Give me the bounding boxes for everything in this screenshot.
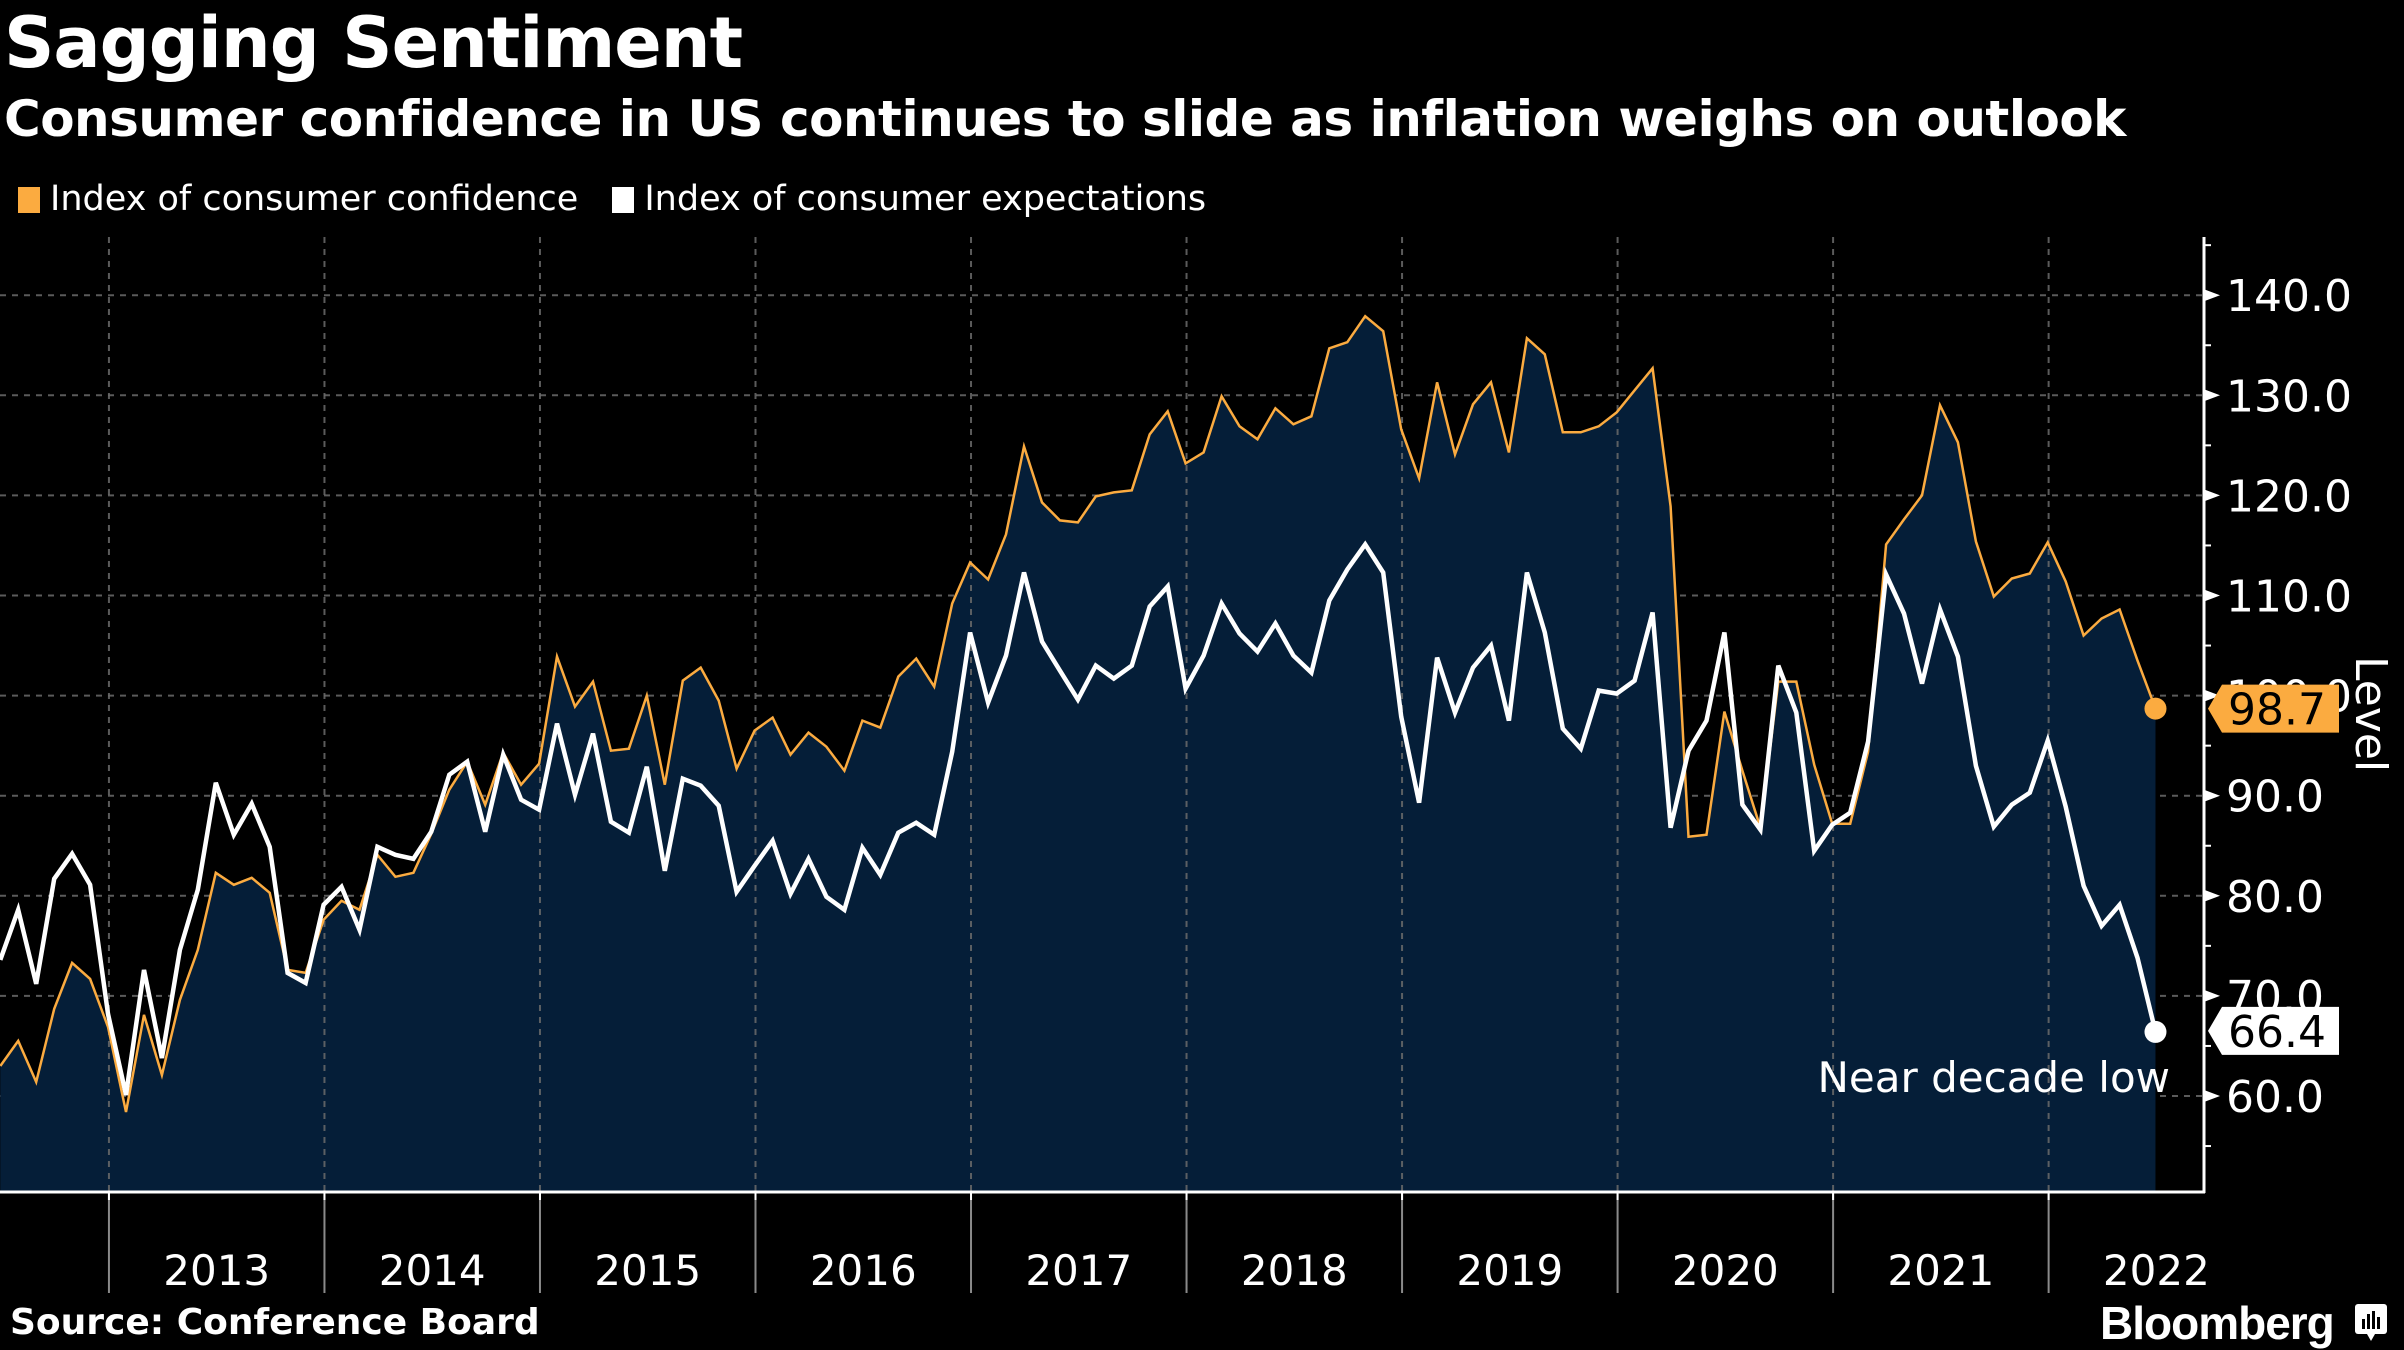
chart-title: Sagging Sentiment <box>4 2 743 84</box>
x-tick-label: 2017 <box>1025 1246 1132 1295</box>
annotation-near-decade-low: Near decade low <box>1817 1053 2170 1102</box>
x-tick-label: 2013 <box>163 1246 270 1295</box>
y-tick-label: 80.0 <box>2226 872 2324 923</box>
legend-item-expectations: Index of consumer expectations <box>612 182 1206 217</box>
y-tick-label: 140.0 <box>2226 271 2352 322</box>
x-tick-label: 2021 <box>1887 1246 1994 1295</box>
x-tick-labels: 2013 2014 2015 2016 2017 2018 2019 2020 2021 2022 <box>163 1246 2210 1295</box>
bloomberg-chart-icon <box>2354 1304 2387 1341</box>
expectations-callout-label: 66.4 <box>2228 1007 2326 1058</box>
bloomberg-wordmark: Bloomberg <box>2100 1297 2335 1349</box>
x-tick-label: 2020 <box>1672 1246 1779 1295</box>
value-callouts: 98.7 66.4 <box>2208 684 2339 1058</box>
x-tick-label: 2019 <box>1456 1246 1563 1295</box>
legend-swatch-confidence <box>18 186 40 213</box>
x-tick-label: 2016 <box>810 1246 917 1295</box>
end-markers <box>2144 697 2167 1043</box>
chart-subtitle: Consumer confidence in US continues to s… <box>4 90 2126 148</box>
y-tick-pointer <box>2204 589 2220 602</box>
confidence-line <box>0 314 2157 1113</box>
y-tick-pointer <box>2204 1090 2220 1102</box>
legend-item-confidence: Index of consumer confidence <box>18 182 578 217</box>
y-tick-label: 120.0 <box>2226 471 2352 522</box>
confidence-callout-box <box>2208 684 2339 733</box>
confidence-end-marker <box>2144 697 2167 720</box>
legend-label-expectations: Index of consumer expectations <box>644 179 1207 219</box>
legend-swatch-expectations <box>612 186 635 213</box>
x-tick-label: 2015 <box>594 1246 701 1295</box>
bloomberg-brand: Bloomberg <box>2100 1296 2388 1350</box>
y-tick-label: 130.0 <box>2226 371 2352 422</box>
y-tick-pointer <box>2204 689 2220 702</box>
y-tick-pointer <box>2204 289 2220 302</box>
y-tick-label: 90.0 <box>2226 772 2324 823</box>
axes <box>0 237 2220 1293</box>
confidence-callout-label: 98.7 <box>2228 685 2326 736</box>
x-tick-label: 2014 <box>379 1246 486 1295</box>
source-note: Source: Conference Board <box>10 1302 540 1343</box>
y-tick-pointer <box>2204 489 2220 502</box>
expectations-line <box>0 540 2158 1096</box>
y-tick-pointer <box>2204 889 2220 902</box>
expectations-end-marker <box>2144 1020 2167 1043</box>
y-tick-label: 60.0 <box>2226 1072 2324 1123</box>
x-tick-label: 2018 <box>1241 1246 1348 1295</box>
y-tick-pointer <box>2204 389 2220 402</box>
y-tick-pointer <box>2204 789 2220 802</box>
y-tick-pointer <box>2204 989 2220 1002</box>
y-tick-label: 110.0 <box>2226 572 2352 623</box>
series-lines <box>0 314 2158 1113</box>
legend-label-confidence: Index of consumer confidence <box>50 179 579 219</box>
legend: Index of consumer confidence Index of co… <box>18 182 1240 217</box>
x-tick-label: 2022 <box>2103 1246 2210 1295</box>
y-axis-label: Level <box>2345 656 2396 772</box>
expectations-callout-box <box>2208 1006 2339 1055</box>
